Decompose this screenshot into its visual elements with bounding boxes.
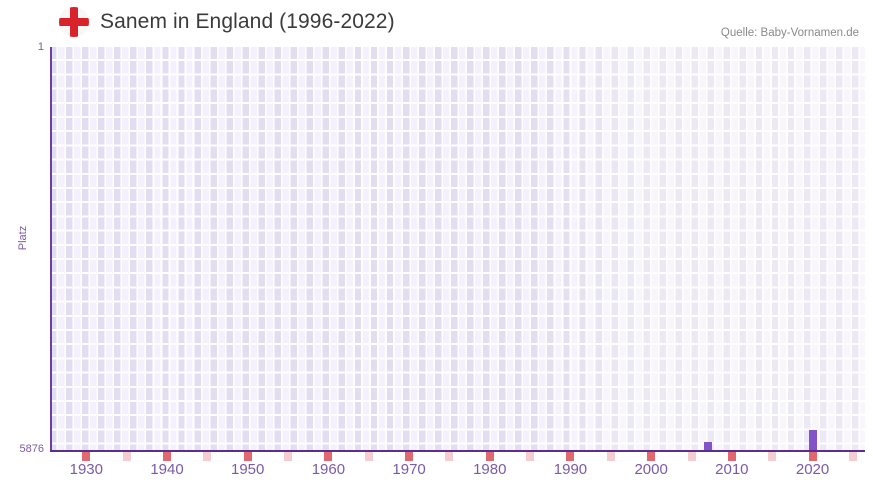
x-axis-tick-label: 1990 xyxy=(553,461,588,478)
x-axis-major-tick xyxy=(405,452,414,461)
grid-column-gaps xyxy=(50,47,865,450)
bar-2020[interactable] xyxy=(808,430,817,450)
x-axis-major-tick xyxy=(163,452,171,461)
flag-cross-vertical xyxy=(70,7,78,37)
y-axis-line xyxy=(50,47,52,452)
x-axis-major-tick xyxy=(727,452,736,461)
x-axis-tick-label: 2010 xyxy=(715,461,749,478)
x-axis-minor-tick xyxy=(445,452,454,461)
x-axis-minor-tick xyxy=(203,452,212,461)
x-axis-tick-label: 1960 xyxy=(311,461,346,478)
x-axis-tick-label: 1950 xyxy=(231,461,265,478)
x-axis-major-tick xyxy=(324,452,333,461)
x-axis-major-tick xyxy=(647,452,656,461)
chart-header: Sanem in England (1996-2022) Quelle: Bab… xyxy=(0,0,873,46)
x-axis-minor-tick xyxy=(526,452,535,461)
x-axis-tick-label: 1940 xyxy=(150,461,184,478)
source-note: Quelle: Baby-Vornamen.de xyxy=(720,27,859,39)
x-axis-minor-tick xyxy=(606,452,615,461)
x-axis-tick-label: 1970 xyxy=(392,461,426,478)
bar-2007[interactable] xyxy=(703,442,712,450)
x-axis-tick-label: 1980 xyxy=(473,461,507,478)
x-axis-major-tick xyxy=(808,452,817,461)
y-axis-label: Platz xyxy=(17,225,29,251)
x-axis-tick-label: 2020 xyxy=(795,461,830,478)
x-axis-minor-tick xyxy=(284,452,293,461)
y-axis-tick-bottom: 5876 xyxy=(19,443,44,455)
x-axis-minor-tick xyxy=(687,452,696,461)
england-flag-icon xyxy=(59,7,89,37)
x-axis-tick-label: 1930 xyxy=(69,461,103,478)
y-axis-tick-top: 1 xyxy=(37,41,44,53)
x-axis-major-tick xyxy=(566,452,575,461)
x-axis-minor-tick xyxy=(364,452,373,461)
x-axis-minor-tick xyxy=(848,452,857,461)
x-axis-major-tick xyxy=(82,452,91,461)
x-axis-tick-label: 2000 xyxy=(634,461,668,478)
x-axis-major-tick xyxy=(243,452,252,461)
x-axis-minor-tick xyxy=(768,452,777,461)
plot-area xyxy=(50,47,865,450)
page-title: Sanem in England (1996-2022) xyxy=(100,10,395,33)
x-axis-minor-tick xyxy=(122,452,131,461)
x-axis-major-tick xyxy=(485,452,494,461)
x-axis-line xyxy=(50,450,865,452)
